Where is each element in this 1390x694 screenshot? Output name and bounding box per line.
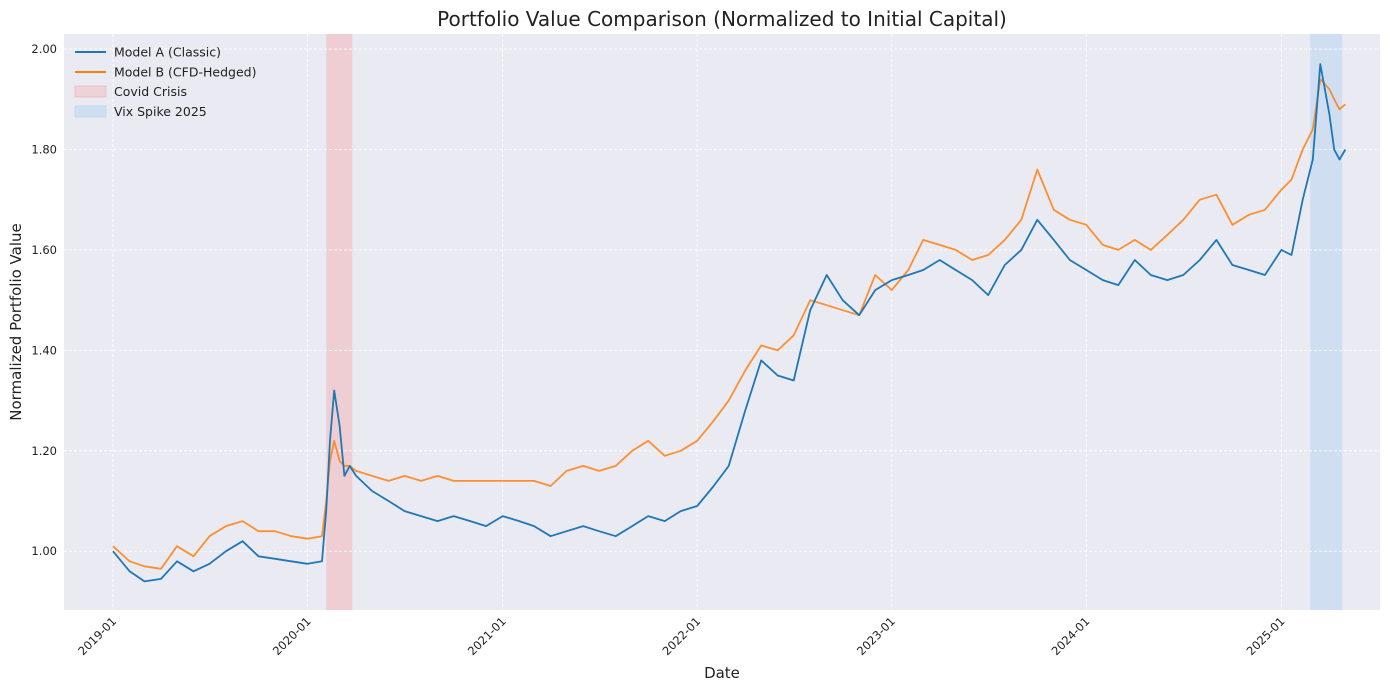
- x-axis-label: Date: [704, 664, 740, 682]
- legend-label-covid-crisis: Covid Crisis: [114, 84, 187, 99]
- gridlines: [64, 34, 1380, 610]
- legend-label-model-b: Model B (CFD-Hedged): [114, 65, 256, 80]
- x-tick-label: 2025-01: [1244, 614, 1288, 658]
- legend: Model A (Classic) Model B (CFD-Hedged) C…: [74, 45, 256, 119]
- y-axis-label: Normalized Portfolio Value: [7, 223, 25, 421]
- series-lines: [112, 63, 1347, 583]
- y-tick-label: 1.80: [31, 143, 57, 157]
- x-tick-label: 2022-01: [659, 614, 703, 658]
- x-tick-label: 2023-01: [854, 614, 898, 658]
- series-line-model-a-classic: [112, 63, 1347, 583]
- x-tick-label: 2020-01: [270, 614, 314, 658]
- y-tick-label: 1.60: [31, 243, 57, 257]
- plot-area: [64, 34, 1380, 610]
- legend-swatch-covid-crisis: [74, 85, 107, 98]
- x-axis-ticks: 2019-01 2020-01 2021-01 2022-01 2023-01 2024-…: [75, 614, 1287, 658]
- legend-label-vix-spike: Vix Spike 2025: [114, 104, 207, 119]
- x-tick-label: 2021-01: [465, 614, 509, 658]
- legend-swatch-vix-spike: [74, 105, 107, 118]
- y-tick-label: 2.00: [31, 42, 57, 56]
- y-tick-label: 1.00: [31, 544, 57, 558]
- shaded-region-covid-crisis: [326, 34, 353, 610]
- y-tick-label: 1.20: [31, 444, 57, 458]
- chart-title: Portfolio Value Comparison (Normalized t…: [437, 7, 1007, 31]
- legend-label-model-a: Model A (Classic): [114, 45, 221, 60]
- y-tick-label: 1.40: [31, 343, 57, 357]
- y-axis-ticks: 1.00 1.20 1.40 1.60 1.80 2.00: [31, 42, 57, 558]
- x-tick-label: 2019-01: [75, 614, 119, 658]
- x-tick-label: 2024-01: [1049, 614, 1093, 658]
